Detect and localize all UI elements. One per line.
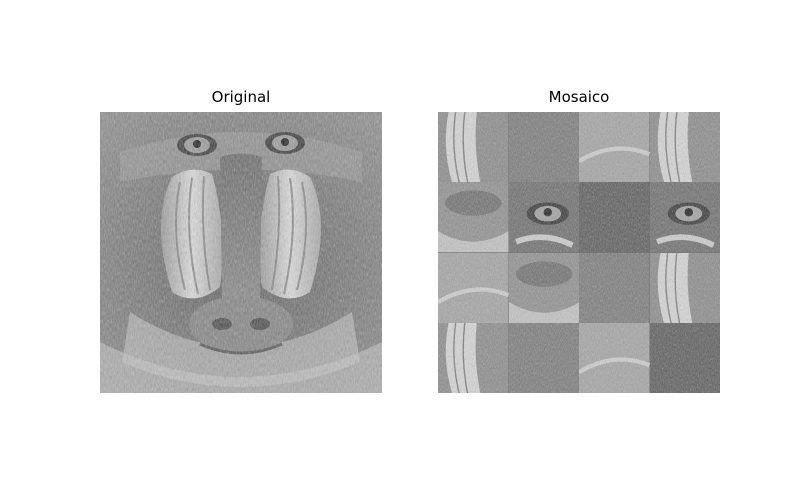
mosaic-tile xyxy=(579,252,650,323)
mosaic-tile xyxy=(579,322,650,393)
original-title: Original xyxy=(211,88,271,106)
mosaic-tile xyxy=(649,252,720,323)
mosaic-tile xyxy=(438,322,509,393)
mosaic-tile xyxy=(579,182,650,253)
baboon-face-illustration xyxy=(100,112,382,393)
mosaic-tile xyxy=(438,182,509,253)
mosaic-tile xyxy=(508,322,579,393)
mosaic-tile xyxy=(649,112,720,183)
mosaic-tile xyxy=(508,182,579,253)
mosaic-tile xyxy=(649,322,720,393)
mosaic-title: Mosaico xyxy=(548,88,610,106)
original-image xyxy=(100,112,382,393)
mosaic-tile xyxy=(508,112,579,183)
mosaic-image xyxy=(438,112,720,393)
mosaic-tile xyxy=(579,112,650,183)
mosaic-tile xyxy=(649,182,720,253)
mosaic-tile xyxy=(508,252,579,323)
mosaic-tile xyxy=(438,112,509,183)
mosaic-tile xyxy=(438,252,509,323)
mosaic-grid xyxy=(438,112,720,393)
